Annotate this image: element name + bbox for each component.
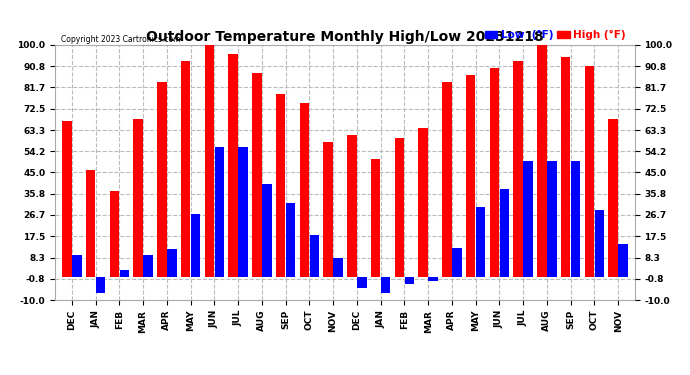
Bar: [62, 122, 72, 277]
Bar: [286, 202, 295, 277]
Bar: [133, 119, 143, 277]
Bar: [476, 207, 485, 277]
Bar: [119, 270, 129, 277]
Bar: [324, 142, 333, 277]
Bar: [72, 255, 81, 277]
Bar: [404, 277, 414, 284]
Bar: [347, 135, 357, 277]
Bar: [500, 189, 509, 277]
Bar: [167, 249, 177, 277]
Bar: [181, 61, 190, 277]
Bar: [144, 255, 152, 277]
Bar: [584, 66, 594, 277]
Bar: [110, 191, 119, 277]
Bar: [371, 159, 380, 277]
Legend: Low  (°F), High (°F): Low (°F), High (°F): [481, 26, 629, 44]
Bar: [571, 161, 580, 277]
Bar: [276, 94, 286, 277]
Bar: [381, 277, 391, 293]
Bar: [310, 235, 319, 277]
Bar: [595, 210, 604, 277]
Bar: [96, 277, 106, 293]
Bar: [215, 147, 224, 277]
Bar: [466, 75, 475, 277]
Bar: [452, 248, 462, 277]
Bar: [157, 82, 166, 277]
Bar: [618, 244, 628, 277]
Bar: [262, 184, 272, 277]
Bar: [524, 161, 533, 277]
Bar: [395, 138, 404, 277]
Bar: [299, 103, 309, 277]
Bar: [418, 129, 428, 277]
Bar: [333, 258, 343, 277]
Title: Outdoor Temperature Monthly High/Low 20231218: Outdoor Temperature Monthly High/Low 202…: [146, 30, 544, 44]
Bar: [490, 68, 499, 277]
Bar: [86, 170, 95, 277]
Bar: [609, 119, 618, 277]
Bar: [547, 161, 557, 277]
Bar: [228, 54, 238, 277]
Bar: [238, 147, 248, 277]
Bar: [357, 277, 366, 288]
Bar: [513, 61, 523, 277]
Bar: [191, 214, 200, 277]
Bar: [442, 82, 452, 277]
Bar: [428, 277, 438, 282]
Bar: [252, 73, 262, 277]
Bar: [205, 40, 214, 277]
Text: Copyright 2023 Cartronics.com: Copyright 2023 Cartronics.com: [61, 35, 181, 44]
Bar: [538, 45, 546, 277]
Bar: [561, 57, 571, 277]
